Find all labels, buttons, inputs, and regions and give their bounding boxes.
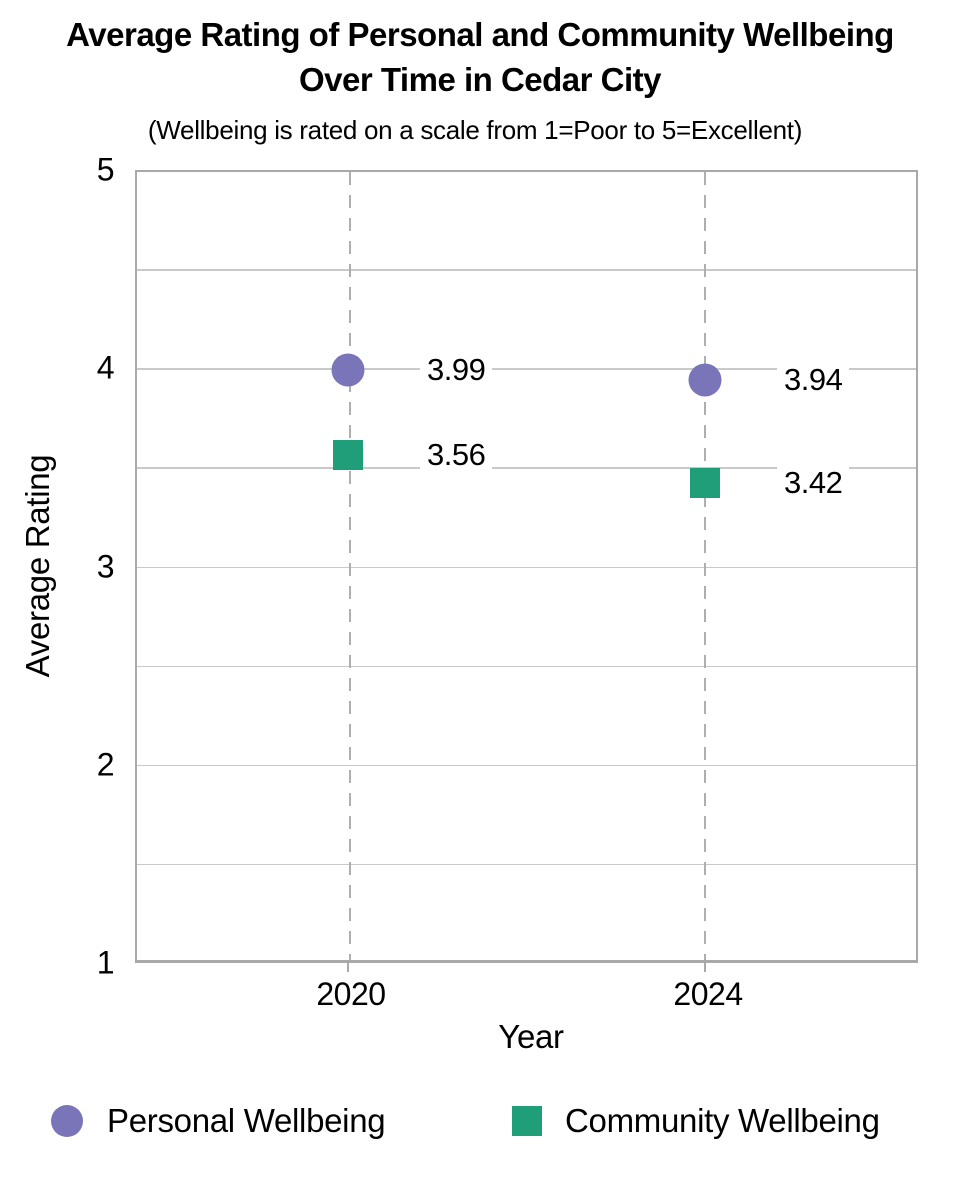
y-tick-label-5: 5 <box>96 151 115 188</box>
x-tick-label-2020: 2020 <box>316 976 386 1012</box>
legend-circle-icon <box>51 1105 83 1137</box>
legend-item-circle: Personal Wellbeing <box>51 1098 960 1144</box>
data-marker-circle <box>331 353 365 387</box>
horizontal-gridline <box>137 566 916 568</box>
data-label: 3.94 <box>777 361 850 400</box>
horizontal-gridline <box>137 269 916 271</box>
horizontal-gridline <box>137 368 916 370</box>
chart-title-line-1: Average Rating of Personal and Community… <box>66 16 894 53</box>
chart-title-line-2: Over Time in Cedar City <box>298 61 662 98</box>
chart-subtitle: (Wellbeing is rated on a scale from 1=Po… <box>147 115 803 145</box>
legend-label: Community Wellbeing <box>565 1102 880 1139</box>
chart-title: Average Rating of Personal and Community… <box>10 12 950 102</box>
y-tick-label-2: 2 <box>96 746 115 783</box>
legend-label: Personal Wellbeing <box>107 1102 386 1139</box>
x-axis-tick <box>704 963 707 972</box>
y-tick-label-4: 4 <box>96 349 115 386</box>
legend: Personal Wellbeing Community Wellbeing <box>0 1098 960 1144</box>
x-axis-tick <box>346 963 349 972</box>
data-label: 3.99 <box>419 351 493 390</box>
vertical-dashed-gridline <box>348 172 351 960</box>
data-marker-circle <box>688 363 722 397</box>
legend-square-icon <box>512 1106 542 1136</box>
data-marker-square <box>690 468 721 499</box>
legend-item-square: Community Wellbeing <box>512 1098 960 1144</box>
vertical-dashed-gridline <box>704 172 707 960</box>
horizontal-gridline <box>137 665 916 668</box>
data-label: 3.56 <box>419 436 493 475</box>
x-tick-label-2024: 2024 <box>673 976 743 1012</box>
horizontal-gridline <box>137 467 916 469</box>
y-tick-label-1: 1 <box>96 944 115 981</box>
data-marker-square <box>332 440 363 471</box>
horizontal-gridline <box>137 764 916 767</box>
x-axis-title: Year <box>498 1018 564 1055</box>
plot-area <box>135 170 918 963</box>
data-label: 3.42 <box>777 464 850 503</box>
y-tick-label-3: 3 <box>96 548 115 584</box>
horizontal-gridline <box>137 863 916 866</box>
